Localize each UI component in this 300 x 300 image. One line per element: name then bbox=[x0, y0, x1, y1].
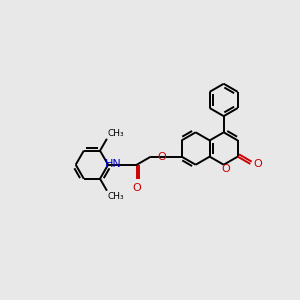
Text: O: O bbox=[254, 159, 262, 169]
Text: O: O bbox=[157, 152, 166, 162]
Text: HN: HN bbox=[105, 159, 122, 170]
Text: CH₃: CH₃ bbox=[108, 192, 124, 201]
Text: O: O bbox=[221, 164, 230, 174]
Text: CH₃: CH₃ bbox=[108, 129, 124, 138]
Text: O: O bbox=[132, 183, 141, 193]
